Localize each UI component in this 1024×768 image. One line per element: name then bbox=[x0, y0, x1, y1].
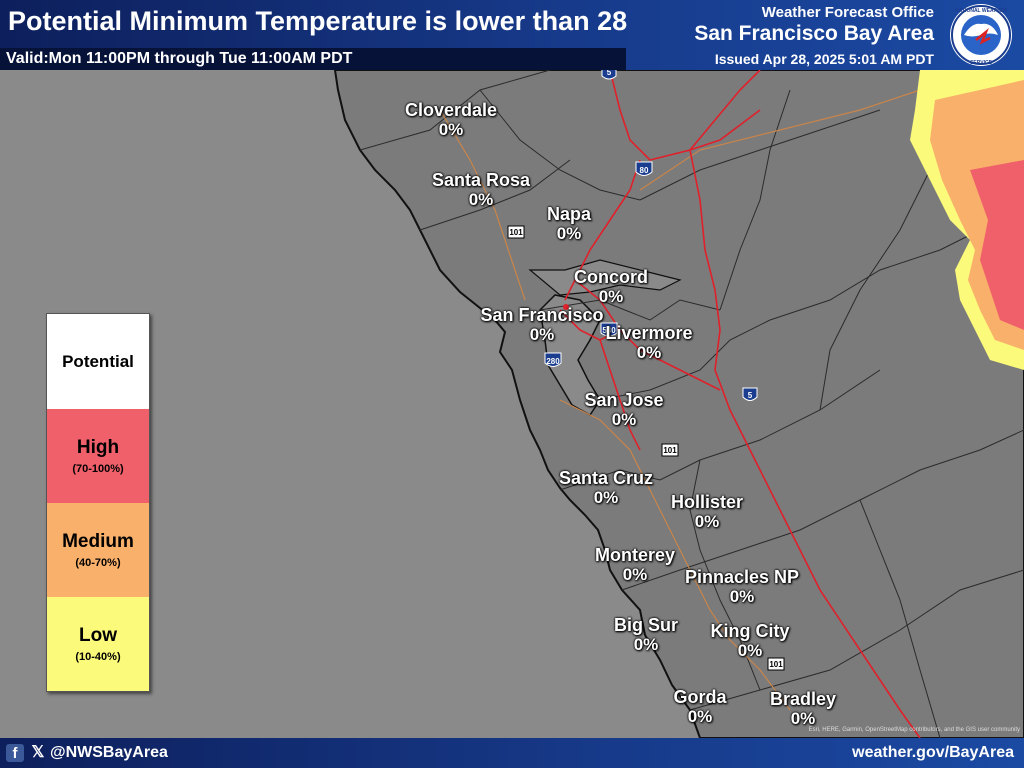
city-label-livermore: Livermore 0% bbox=[605, 323, 693, 363]
svg-text:80: 80 bbox=[640, 166, 649, 175]
sf-marker bbox=[563, 304, 569, 310]
legend-item-high: High (70-100%) bbox=[47, 409, 149, 503]
land-area bbox=[333, 70, 1024, 738]
nws-logo-icon[interactable]: NATIONAL WEATHER SERVICE bbox=[946, 2, 1016, 68]
svg-text:580: 580 bbox=[602, 326, 616, 335]
city-label-san-jose: San Jose 0% bbox=[584, 390, 664, 430]
city-label-gorda: Gorda 0% bbox=[673, 687, 727, 727]
shield-us101-kingcity: 101 bbox=[767, 657, 785, 671]
legend-item-low: Low (10-40%) bbox=[47, 597, 149, 691]
svg-text:5: 5 bbox=[607, 70, 612, 77]
legend-label-low: Low bbox=[79, 625, 117, 646]
svg-text:101: 101 bbox=[509, 228, 523, 237]
valid-time: Valid:Mon 11:00PM through Tue 11:00AM PD… bbox=[0, 48, 626, 70]
city-label-bradley: Bradley 0% bbox=[769, 689, 837, 729]
shield-i280: 280 bbox=[544, 352, 562, 367]
legend-title: Potential bbox=[62, 352, 134, 371]
shield-us101-north: 101 bbox=[507, 225, 525, 239]
website-link[interactable]: weather.gov/BayArea bbox=[852, 744, 1014, 761]
city-label-napa: Napa 0% bbox=[546, 204, 592, 244]
highway-shields: 5 80 101 580 280 5 101 101 bbox=[507, 70, 785, 671]
svg-text:SERVICE: SERVICE bbox=[970, 60, 993, 66]
header-banner: Potential Minimum Temperature is lower t… bbox=[0, 0, 1024, 70]
legend-item-medium: Medium (40-70%) bbox=[47, 503, 149, 597]
city-label-monterey: Monterey 0% bbox=[594, 545, 676, 585]
shield-us101-sanjose: 101 bbox=[661, 443, 679, 457]
svg-text:5: 5 bbox=[748, 391, 753, 400]
city-label-concord: Concord 0% bbox=[574, 267, 648, 307]
issued-time: Issued Apr 28, 2025 5:01 AM PDT bbox=[714, 51, 934, 67]
city-label-santa-rosa: Santa Rosa 0% bbox=[431, 170, 531, 210]
office-label: Weather Forecast Office bbox=[761, 4, 934, 21]
city-label-hollister: Hollister 0% bbox=[670, 492, 744, 532]
city-label-pinnacles-np: Pinnacles NP 0% bbox=[684, 567, 800, 607]
svg-text:101: 101 bbox=[663, 446, 677, 455]
office-name: San Francisco Bay Area bbox=[694, 22, 934, 45]
sf-bay bbox=[539, 294, 601, 416]
shield-i5-south: 5 bbox=[742, 387, 758, 401]
legend-range-medium: (40-70%) bbox=[75, 557, 121, 569]
city-label-cloverdale: Cloverdale 0% bbox=[404, 100, 498, 140]
shield-i80: 80 bbox=[635, 161, 653, 176]
potential-overlay bbox=[910, 70, 1024, 370]
svg-text:NATIONAL WEATHER: NATIONAL WEATHER bbox=[955, 8, 1007, 14]
highway-lines bbox=[439, 89, 921, 711]
legend-label-medium: Medium bbox=[62, 531, 134, 552]
page-title: Potential Minimum Temperature is lower t… bbox=[8, 6, 628, 36]
shield-i580: 580 bbox=[600, 322, 618, 337]
social-handle[interactable]: @NWSBayArea bbox=[50, 744, 168, 761]
legend-range-low: (10-40%) bbox=[75, 651, 121, 663]
legend-title-box: Potential bbox=[47, 314, 149, 409]
legend-label-high: High bbox=[76, 437, 120, 458]
interstate-lines bbox=[559, 70, 921, 738]
facebook-icon[interactable]: f bbox=[6, 744, 24, 762]
city-label-santa-cruz: Santa Cruz 0% bbox=[558, 468, 654, 508]
legend: Potential High (70-100%) Medium (40-70%)… bbox=[46, 313, 150, 692]
footer-bar: f 𝕏 @NWSBayArea weather.gov/BayArea bbox=[0, 738, 1024, 768]
svg-text:280: 280 bbox=[546, 357, 560, 366]
shield-i5-north: 5 bbox=[601, 70, 617, 80]
svg-text:101: 101 bbox=[769, 660, 783, 669]
map-attribution: Esri, HERE, Garmin, OpenStreetMap contri… bbox=[808, 727, 1020, 733]
legend-range-high: (70-100%) bbox=[72, 463, 124, 475]
x-icon[interactable]: 𝕏 bbox=[31, 744, 45, 761]
city-label-big-sur: Big Sur 0% bbox=[613, 615, 679, 655]
city-label-king-city: King City 0% bbox=[710, 621, 790, 661]
city-label-san-francisco: San Francisco 0% bbox=[480, 305, 604, 345]
forecast-map: 5 80 101 580 280 5 101 101 bbox=[0, 70, 1024, 738]
